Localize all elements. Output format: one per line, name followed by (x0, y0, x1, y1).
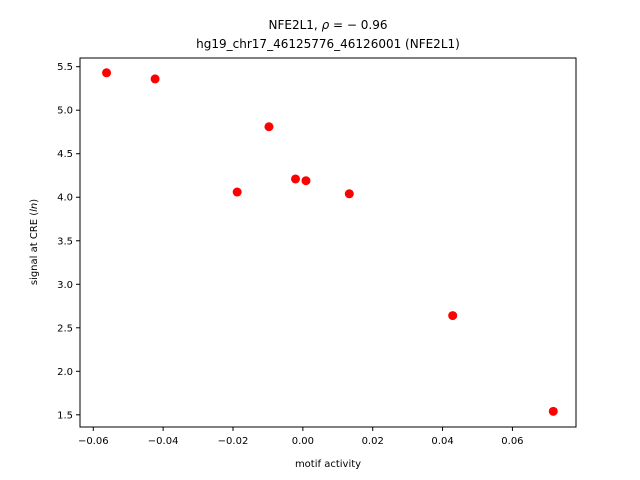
y-axis-ticks: 1.5 2.0 2.5 3.0 3.5 4.0 4.5 5.0 5.5 (57, 62, 80, 421)
title-prefix: NFE2L1, (269, 18, 322, 32)
x-tick-label: 0.04 (431, 436, 453, 447)
plot-frame (79, 57, 577, 428)
x-tick-label: 0.00 (292, 436, 314, 447)
ylabel-prefix: signal at CRE ( (29, 212, 40, 285)
y-tick-label: 3.5 (57, 236, 73, 247)
data-point (150, 74, 160, 84)
y-axis-title: signal at CRE (ln) (29, 199, 40, 285)
data-point (264, 122, 274, 132)
data-point (102, 68, 112, 78)
data-point (232, 187, 242, 197)
title-rho-symbol: ρ (322, 18, 330, 32)
data-point (301, 176, 311, 186)
y-tick-label: 2.5 (57, 323, 73, 334)
x-tick-label: −0.02 (218, 436, 249, 447)
x-axis-title: motif activity (295, 459, 361, 470)
title-rho-value: = − 0.96 (329, 18, 387, 32)
ylabel-suffix: ) (29, 199, 40, 203)
y-tick-label: 2.0 (57, 367, 73, 378)
y-tick-label: 3.0 (57, 280, 73, 291)
chart-title-line2: hg19_chr17_46125776_46126001 (NFE2L1) (196, 37, 460, 51)
data-point (344, 189, 354, 199)
y-tick-label: 4.0 (57, 193, 73, 204)
y-tick-label: 5.0 (57, 106, 73, 117)
data-points (102, 68, 558, 416)
ylabel-italic: ln (29, 203, 40, 212)
x-tick-label: −0.06 (78, 436, 109, 447)
chart-title-line1: NFE2L1, ρ = − 0.96 (269, 18, 388, 32)
x-tick-label: −0.04 (148, 436, 179, 447)
y-tick-label: 1.5 (57, 410, 73, 421)
x-tick-label: 0.02 (362, 436, 384, 447)
data-point (448, 311, 458, 321)
x-tick-label: 0.06 (501, 436, 523, 447)
data-point (548, 406, 558, 416)
data-point (291, 174, 301, 184)
x-axis-ticks: −0.06 −0.04 −0.02 0.00 0.02 0.04 0.06 (78, 427, 524, 447)
y-tick-label: 5.5 (57, 62, 73, 73)
y-tick-label: 4.5 (57, 149, 73, 160)
